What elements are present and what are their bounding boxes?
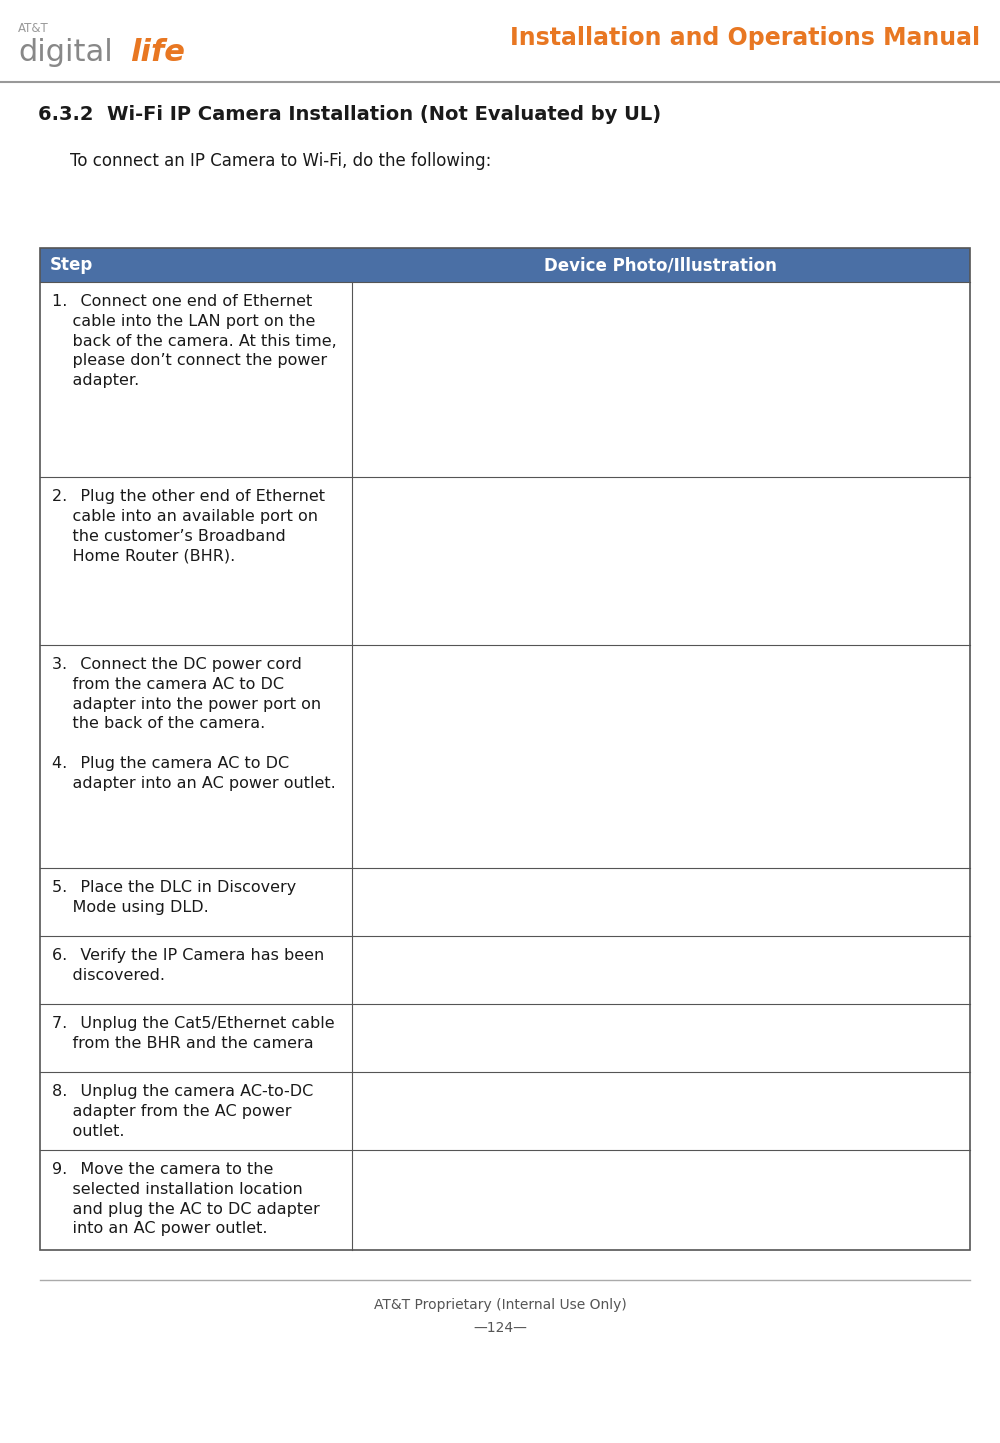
Text: digital: digital [18,38,113,66]
Bar [40,869,970,937]
Text: 7.  Unplug the Cat5/Ethernet cable
    from the BHR and the camera: 7. Unplug the Cat5/Ethernet cable from t… [52,1016,335,1051]
Text: 5.  Place the DLC in Discovery
    Mode using DLD.: 5. Place the DLC in Discovery Mode using… [52,880,296,915]
Text: AT&T: AT&T [18,22,49,35]
Text: 1.  Connect one end of Ethernet
    cable into the LAN port on the
    back of t: 1. Connect one end of Ethernet cable int… [52,294,337,388]
Bar [40,478,970,645]
Text: Device Photo/Illustration: Device Photo/Illustration [544,255,777,274]
Bar [40,248,970,1250]
Bar [40,248,970,281]
Bar [40,645,970,869]
Bar [40,281,970,478]
Bar [40,937,970,1004]
Bar [40,1072,970,1150]
Text: To connect an IP Camera to Wi-Fi, do the following:: To connect an IP Camera to Wi-Fi, do the… [70,152,491,170]
Text: 9.  Move the camera to the
    selected installation location
    and plug the A: 9. Move the camera to the selected insta… [52,1162,320,1237]
Text: Step: Step [50,255,93,274]
Text: 3.  Connect the DC power cord
    from the camera AC to DC
    adapter into the : 3. Connect the DC power cord from the ca… [52,657,336,791]
Text: AT&T Proprietary (Internal Use Only): AT&T Proprietary (Internal Use Only) [374,1299,626,1312]
Text: Installation and Operations Manual: Installation and Operations Manual [510,26,980,51]
Text: 8.  Unplug the camera AC-to-DC
    adapter from the AC power
    outlet.: 8. Unplug the camera AC-to-DC adapter fr… [52,1084,313,1139]
Text: 6.3.2  Wi-Fi IP Camera Installation (Not Evaluated by UL): 6.3.2 Wi-Fi IP Camera Installation (Not … [38,105,661,124]
Bar [40,1150,970,1250]
Text: life: life [130,38,185,66]
Text: 2.  Plug the other end of Ethernet
    cable into an available port on
    the c: 2. Plug the other end of Ethernet cable … [52,489,325,563]
Text: —124—: —124— [473,1320,527,1335]
Text: 6.  Verify the IP Camera has been
    discovered.: 6. Verify the IP Camera has been discove… [52,948,324,983]
Bar [40,1004,970,1072]
